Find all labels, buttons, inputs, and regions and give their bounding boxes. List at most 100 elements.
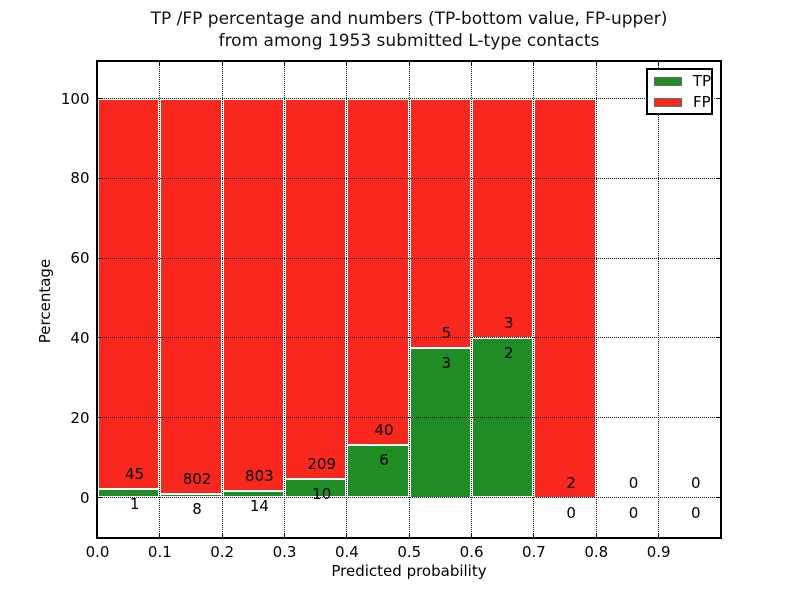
fp-count-label: 0 (691, 473, 701, 492)
fp-bar-segment (98, 98, 160, 489)
fp-count-label: 803 (245, 466, 274, 485)
y-tick-mark (716, 417, 721, 419)
x-tick-mark (221, 533, 223, 538)
tp-count-label: 6 (379, 451, 389, 470)
chart-title-line2: from among 1953 submitted L-type contact… (218, 31, 600, 51)
fp-bar-segment (472, 98, 534, 338)
y-tick-mark (716, 98, 721, 99)
y-tick-label: 60 (70, 249, 90, 268)
y-tick-mark (97, 417, 103, 419)
x-tick-mark (595, 533, 597, 538)
y-tick-label: 80 (70, 169, 90, 188)
fp-count-label: 802 (182, 469, 212, 488)
x-tick-mark (159, 533, 161, 538)
y-tick-label: 20 (70, 408, 90, 427)
tp-bar-segment (409, 347, 472, 498)
x-axis-label: Predicted probability (331, 562, 487, 580)
y-tick-mark (97, 337, 103, 339)
tp-count-label: 14 (249, 496, 269, 515)
tp-bar-segment (222, 490, 285, 498)
x-tick-label: 0.2 (210, 543, 235, 561)
chart-title: TP /FP percentage and numbers (TP-bottom… (97, 8, 721, 52)
y-tick-mark (97, 497, 103, 498)
fp-count-label: 209 (307, 455, 337, 474)
x-gridline (346, 60, 348, 538)
fp-bar-segment (409, 98, 472, 348)
x-tick-mark (346, 533, 348, 538)
x-gridline (408, 60, 410, 538)
x-tick-label: 0.8 (584, 543, 609, 561)
tp-bar-segment (160, 493, 222, 498)
x-tick-mark (221, 60, 223, 66)
tp-bar-segment (285, 479, 347, 498)
fp-bar-segment (285, 98, 347, 480)
tp-count-label: 1 (129, 494, 140, 513)
x-tick-label: 0.7 (522, 543, 546, 561)
x-tick-mark (471, 60, 473, 66)
x-tick-label: 0.4 (334, 543, 359, 561)
x-tick-label: 0.6 (459, 543, 484, 561)
fp-bar-segment (347, 98, 409, 446)
fp-count-label: 3 (503, 313, 514, 332)
y-tick-mark (97, 98, 103, 99)
fp-bar-segment (160, 98, 222, 494)
tp-count-label: 2 (503, 343, 514, 362)
x-tick-mark (658, 60, 660, 66)
tp-count-label: 8 (192, 499, 202, 518)
x-tick-mark (595, 60, 597, 66)
fp-count-label: 2 (566, 473, 576, 492)
x-gridline (159, 60, 161, 538)
x-gridline (658, 60, 660, 538)
y-tick-mark (716, 337, 721, 339)
y-tick-mark (716, 497, 721, 498)
legend: TP FP (646, 68, 713, 115)
tp-count-label: 0 (566, 503, 576, 522)
x-gridline (221, 60, 223, 538)
x-tick-mark (159, 60, 161, 66)
x-tick-mark (533, 533, 535, 538)
chart-title-line1: TP /FP percentage and numbers (TP-bottom… (150, 9, 668, 29)
y-tick-label: 40 (70, 328, 90, 347)
fp-legend-label: FP (693, 92, 711, 111)
x-tick-mark (346, 60, 348, 66)
x-tick-mark (658, 533, 660, 538)
x-gridline (284, 60, 286, 538)
x-tick-mark (408, 533, 410, 538)
x-gridline (471, 60, 473, 538)
x-tick-label: 0.5 (397, 543, 422, 561)
x-tick-label: 0.3 (272, 543, 297, 561)
x-tick-mark (284, 533, 286, 538)
x-tick-mark (97, 533, 98, 538)
legend-item-fp: FP (654, 94, 711, 111)
fp-count-label: 40 (374, 421, 394, 440)
x-gridline (533, 60, 535, 538)
tp-legend-swatch (654, 76, 682, 86)
x-tick-mark (408, 60, 410, 66)
fp-bar-segment (534, 98, 596, 498)
y-tick-mark (97, 177, 103, 179)
fp-bar-segment (222, 98, 285, 491)
y-tick-mark (97, 257, 103, 259)
x-gridline (595, 60, 597, 538)
y-tick-mark (716, 177, 721, 179)
fp-count-label: 45 (125, 464, 145, 483)
tp-legend-label: TP (692, 71, 711, 90)
x-tick-mark (471, 533, 473, 538)
x-tick-mark (97, 60, 98, 66)
fp-count-label: 0 (628, 473, 639, 492)
tp-count-label: 10 (312, 485, 332, 504)
y-tick-label: 100 (60, 89, 90, 108)
y-tick-mark (716, 257, 721, 259)
x-tick-label: 0.9 (646, 543, 671, 561)
y-tick-label: 0 (79, 488, 90, 507)
x-tick-label: 0.0 (85, 543, 110, 561)
x-tick-label: 0.1 (147, 543, 172, 561)
tp-count-label: 3 (441, 353, 452, 372)
tp-count-label: 0 (628, 503, 639, 522)
x-tick-mark (284, 60, 286, 66)
legend-item-tp: TP (654, 73, 711, 90)
fp-count-label: 5 (441, 323, 452, 342)
tp-bar-segment (347, 445, 409, 498)
fp-legend-swatch (654, 97, 682, 107)
